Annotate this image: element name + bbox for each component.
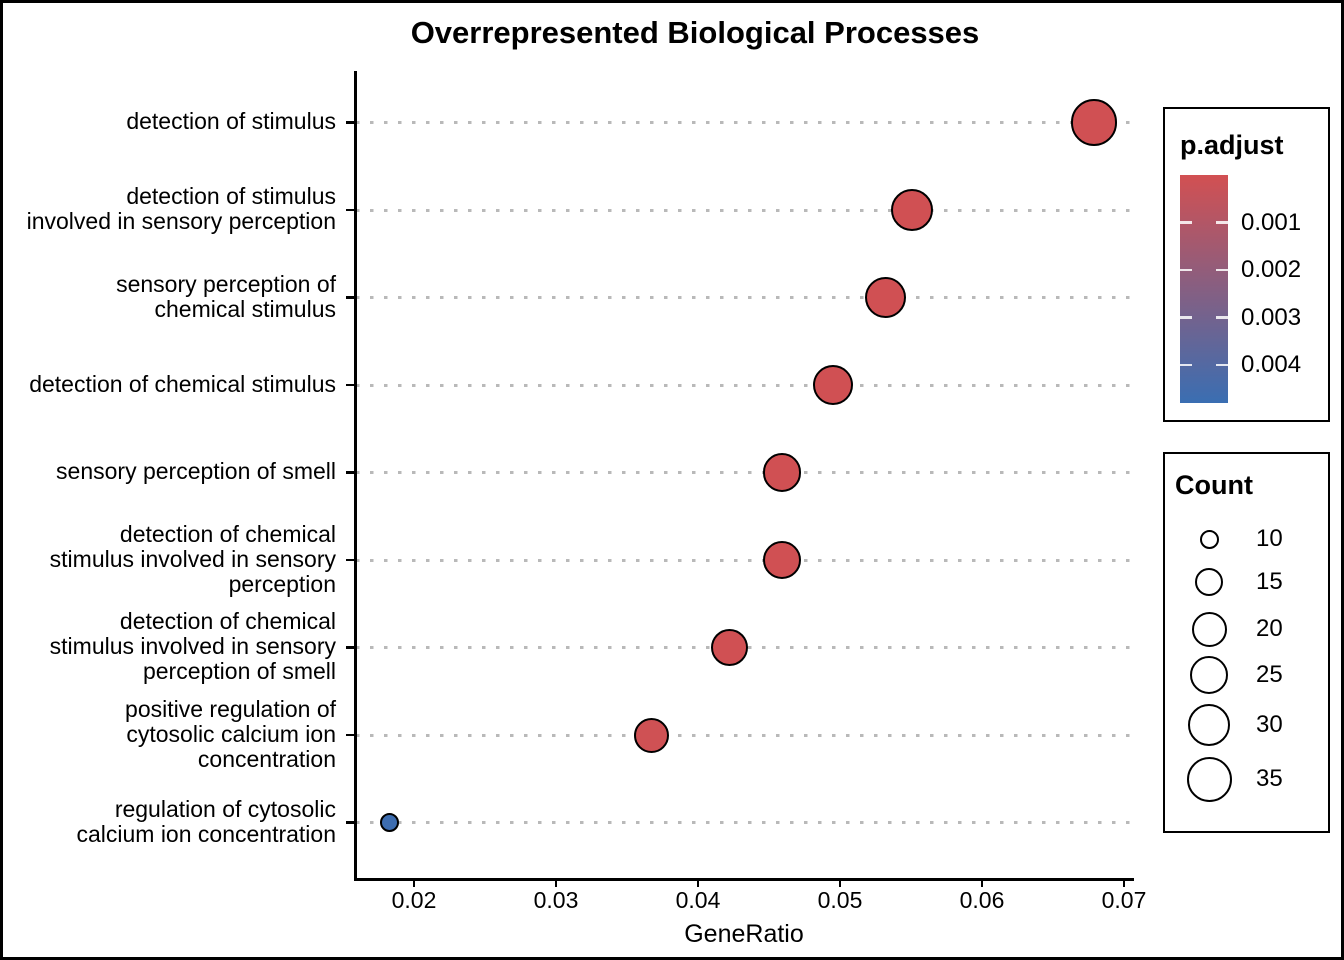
gridline — [356, 121, 1131, 124]
y-axis-tick — [346, 471, 355, 474]
x-axis-title: GeneRatio — [684, 920, 804, 948]
data-point — [710, 628, 748, 667]
y-axis-tick — [346, 121, 355, 124]
gridline — [356, 733, 1131, 737]
count-legend-label: 30 — [1256, 711, 1283, 738]
x-tick-label: 0.07 — [1101, 887, 1147, 913]
gradient-bar-tick — [1216, 316, 1228, 319]
x-axis-tick — [980, 878, 984, 887]
x-tick-label: 0.06 — [959, 887, 1005, 913]
count-legend-circle — [1191, 611, 1227, 647]
y-axis-tick — [346, 208, 355, 212]
count-legend-label: 10 — [1256, 525, 1283, 552]
x-tick-label: 0.05 — [817, 887, 863, 913]
count-legend-label: 35 — [1256, 765, 1283, 792]
y-axis-tick — [346, 383, 355, 387]
count-legend-circle — [1188, 704, 1230, 746]
data-point — [1071, 99, 1118, 146]
gridline — [356, 471, 1131, 474]
x-tick-label: 0.03 — [533, 887, 579, 913]
data-point — [812, 365, 853, 405]
y-axis-label: detection of stimulus — [126, 108, 336, 134]
x-tick-label: 0.04 — [675, 887, 721, 913]
y-axis-label: positive regulation of cytosolic calcium… — [125, 695, 336, 772]
y-axis-label: detection of chemical stimulus involved … — [49, 608, 336, 684]
count-legend-label: 25 — [1256, 661, 1283, 688]
gradient-bar-tick — [1180, 363, 1192, 367]
x-axis-tick — [554, 878, 558, 887]
count-legend-circle — [1199, 529, 1219, 549]
padjust-tick-label: 0.004 — [1241, 351, 1302, 378]
gridline — [356, 821, 1131, 824]
padjust-tick-label: 0.002 — [1241, 256, 1302, 283]
y-axis-tick — [346, 821, 355, 824]
count-legend-circle — [1189, 655, 1229, 695]
gradient-bar-tick — [1180, 268, 1192, 272]
gradient-bar-tick — [1216, 221, 1228, 224]
y-axis-label: detection of stimulus involved in sensor… — [26, 183, 336, 234]
gradient-bar-tick — [1216, 268, 1228, 272]
y-axis-tick — [346, 646, 355, 649]
gradient-bar-tick — [1180, 316, 1192, 319]
gradient-bar-tick — [1216, 363, 1228, 367]
x-axis-tick — [412, 878, 416, 887]
count-legend-label: 15 — [1256, 568, 1283, 595]
count-legend-label: 20 — [1256, 615, 1283, 642]
y-axis-label: sensory perception of chemical stimulus — [116, 270, 336, 322]
padjust-tick-label: 0.001 — [1241, 208, 1302, 236]
x-axis-line — [354, 878, 1134, 881]
data-point — [633, 717, 669, 753]
y-axis-line — [354, 71, 357, 880]
gradient-bar-tick — [1180, 221, 1192, 224]
x-axis-tick — [696, 878, 700, 887]
padjust-gradient-bar — [1180, 175, 1228, 403]
padjust-tick-label: 0.003 — [1241, 303, 1302, 331]
y-axis-tick — [346, 733, 355, 737]
count-legend-circle — [1186, 756, 1232, 802]
padjust-legend-title: p.adjust — [1180, 130, 1284, 160]
y-axis-label: detection of chemical stimulus — [29, 370, 336, 397]
count-legend-circle — [1195, 568, 1223, 596]
count-legend-title: Count — [1175, 470, 1253, 500]
y-axis-label: regulation of cytosolic calcium ion conc… — [76, 795, 336, 847]
gridline — [356, 296, 1131, 299]
x-tick-label: 0.02 — [391, 887, 437, 913]
y-axis-tick — [346, 296, 355, 299]
data-point — [380, 813, 400, 832]
x-axis-tick — [1122, 878, 1126, 887]
y-axis-tick — [346, 558, 355, 562]
data-point — [891, 189, 934, 231]
x-axis-tick — [838, 878, 842, 887]
gridline — [356, 383, 1131, 387]
gridline — [356, 558, 1131, 562]
data-point — [762, 540, 802, 580]
y-axis-label: detection of chemical stimulus involved … — [49, 520, 336, 597]
chart-title: Overrepresented Biological Processes — [410, 15, 980, 50]
data-point — [864, 276, 907, 319]
gridline — [356, 208, 1131, 212]
y-axis-label: sensory perception of smell — [56, 458, 336, 484]
data-point — [762, 453, 802, 492]
